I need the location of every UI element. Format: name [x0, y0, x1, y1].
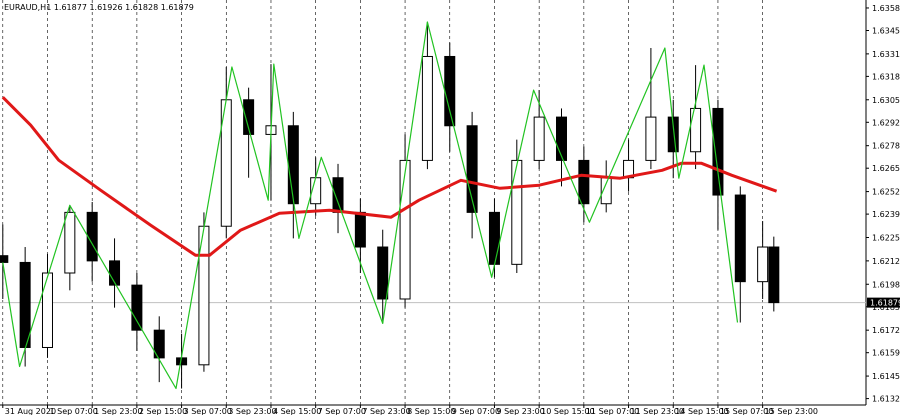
candle-body	[645, 116, 657, 161]
y-tick-label: 1.61590	[872, 349, 900, 358]
candle-body	[533, 116, 545, 161]
y-tick-label: 1.62655	[872, 164, 900, 173]
candle-body	[19, 261, 31, 348]
x-tick-label: 3 Sep 07:00	[184, 407, 232, 415]
y-tick-label: 1.62520	[872, 188, 900, 197]
candle-body	[690, 107, 702, 153]
candle-body	[0, 255, 9, 263]
x-tick-label: 14 Sep 15:00	[675, 407, 728, 415]
y-tick-label: 1.63315	[872, 50, 900, 59]
y-tick-label: 1.61455	[872, 372, 900, 381]
y-tick-label: 1.63450	[872, 26, 900, 35]
x-tick-label: 9 Sep 23:00	[496, 407, 544, 415]
x-tick-label: 1 Sep 23:00	[94, 407, 142, 415]
x-tick-label: 4 Sep 15:00	[273, 407, 321, 415]
candle-body	[41, 272, 53, 348]
candle-body	[757, 246, 769, 283]
y-tick-label: 1.61325	[872, 395, 900, 404]
y-tick-label: 1.62120	[872, 257, 900, 266]
y-tick-label: 1.63185	[872, 72, 900, 81]
price-label: 1.61879	[870, 299, 900, 308]
candle-body	[153, 329, 165, 359]
x-tick-label: 31 Aug 2020	[5, 407, 56, 415]
x-tick-label: 3 Sep 23:00	[228, 407, 276, 415]
candle-body	[712, 107, 724, 196]
candle-body	[64, 211, 76, 274]
x-tick-label: 7 Sep 07:00	[318, 407, 366, 415]
x-tick-label: 10 Sep 15:00	[541, 407, 594, 415]
candle-body	[86, 211, 98, 262]
x-tick-label: 11 Sep 07:00	[586, 407, 639, 415]
y-tick-label: 1.63580	[872, 4, 900, 13]
x-tick-label: 9 Sep 07:00	[452, 407, 500, 415]
price-label-box	[867, 297, 900, 308]
candle-body	[578, 159, 590, 205]
candle-body	[399, 159, 411, 300]
y-tick-label: 1.62920	[872, 118, 900, 127]
x-tick-label: 11 Sep 23:00	[631, 407, 684, 415]
moving-average	[1, 96, 778, 257]
chart-title: EURAUD,H1 1.61877 1.61926 1.61828 1.6187…	[4, 3, 194, 12]
zigzag	[2, 21, 739, 390]
x-tick-label: 1 Sep 07:00	[49, 407, 97, 415]
candle-body	[734, 194, 746, 283]
y-tick-label: 1.61985	[872, 280, 900, 289]
y-tick-label: 1.62390	[872, 210, 900, 219]
y-tick-label: 1.61720	[872, 326, 900, 335]
candle-body	[243, 99, 255, 135]
candle-body	[332, 177, 344, 213]
candle-body	[667, 116, 679, 153]
candle-body	[556, 116, 568, 161]
y-tick-label: 1.62255	[872, 233, 900, 242]
x-tick-label: 7 Sep 23:00	[362, 407, 410, 415]
candle-body	[466, 125, 478, 213]
x-tick-label: 15 Sep 23:00	[765, 407, 818, 415]
candle-body	[287, 125, 299, 205]
candle-body	[131, 284, 143, 331]
candle-body	[511, 159, 523, 265]
candle-body	[444, 55, 456, 127]
x-tick-label: 2 Sep 15:00	[139, 407, 187, 415]
y-tick-label: 1.63050	[872, 96, 900, 105]
candle-body	[421, 55, 433, 161]
candle-body	[354, 211, 366, 248]
y-tick-label: 1.62785	[872, 142, 900, 151]
candle-body	[377, 246, 389, 300]
candle-body	[768, 246, 780, 304]
candle-body	[488, 211, 500, 265]
x-tick-label: 15 Sep 07:00	[720, 407, 773, 415]
x-tick-label: 8 Sep 15:00	[407, 407, 455, 415]
